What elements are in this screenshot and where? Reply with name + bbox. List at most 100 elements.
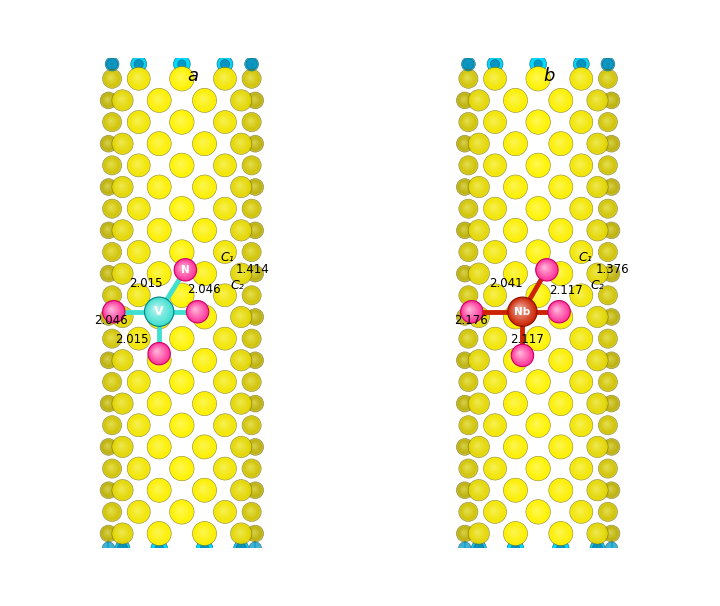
Circle shape (457, 93, 472, 107)
Circle shape (217, 288, 231, 302)
Circle shape (558, 271, 561, 273)
Circle shape (248, 291, 255, 298)
Circle shape (221, 378, 227, 384)
Circle shape (134, 204, 144, 214)
Circle shape (249, 336, 251, 339)
Circle shape (179, 205, 181, 208)
Circle shape (217, 331, 231, 345)
Circle shape (246, 463, 256, 473)
Circle shape (240, 488, 241, 490)
Circle shape (606, 485, 616, 495)
Circle shape (137, 164, 140, 166)
Circle shape (549, 392, 572, 415)
Circle shape (554, 440, 566, 452)
Circle shape (131, 461, 145, 475)
Circle shape (505, 523, 526, 544)
Circle shape (130, 373, 147, 390)
Circle shape (129, 155, 148, 175)
Circle shape (197, 352, 211, 367)
Circle shape (600, 418, 615, 432)
Circle shape (216, 70, 233, 87)
Circle shape (178, 248, 186, 256)
Circle shape (460, 182, 468, 190)
Circle shape (180, 76, 183, 80)
Circle shape (466, 293, 468, 295)
Circle shape (552, 264, 570, 282)
Circle shape (137, 207, 140, 210)
Circle shape (608, 313, 613, 319)
Circle shape (513, 270, 518, 276)
Circle shape (593, 356, 602, 365)
Circle shape (550, 307, 571, 327)
Circle shape (117, 181, 128, 193)
Circle shape (156, 98, 161, 102)
Circle shape (511, 356, 517, 362)
Circle shape (179, 422, 184, 428)
Circle shape (506, 221, 524, 239)
Circle shape (556, 356, 565, 365)
Circle shape (514, 142, 516, 144)
Circle shape (105, 288, 119, 302)
Circle shape (471, 308, 486, 324)
Circle shape (106, 159, 118, 171)
Circle shape (112, 263, 133, 284)
Circle shape (250, 398, 260, 408)
Circle shape (487, 201, 501, 215)
Circle shape (202, 315, 207, 319)
Circle shape (179, 422, 181, 425)
Circle shape (215, 112, 235, 132)
Circle shape (112, 436, 133, 458)
Circle shape (459, 267, 471, 279)
Circle shape (249, 466, 251, 468)
Circle shape (490, 117, 498, 125)
Circle shape (606, 250, 608, 252)
Circle shape (109, 422, 113, 426)
Circle shape (180, 467, 182, 469)
Circle shape (120, 358, 124, 362)
Circle shape (135, 508, 143, 516)
Circle shape (575, 419, 586, 430)
Circle shape (467, 207, 468, 208)
Circle shape (250, 441, 260, 451)
Circle shape (554, 306, 561, 313)
Circle shape (592, 398, 603, 408)
Circle shape (104, 287, 120, 304)
Circle shape (477, 315, 480, 318)
Circle shape (251, 443, 258, 449)
Circle shape (572, 70, 589, 87)
Circle shape (243, 417, 260, 433)
Circle shape (130, 200, 147, 217)
Circle shape (151, 304, 163, 315)
Circle shape (203, 359, 204, 360)
Circle shape (104, 72, 119, 85)
Circle shape (600, 114, 616, 130)
Circle shape (593, 96, 601, 104)
Circle shape (514, 359, 516, 361)
Circle shape (109, 119, 112, 122)
Circle shape (134, 378, 143, 387)
Circle shape (108, 335, 115, 342)
Circle shape (246, 73, 258, 85)
Circle shape (239, 531, 242, 534)
Text: C₁: C₁ (220, 251, 234, 264)
Circle shape (493, 510, 496, 513)
Circle shape (598, 329, 617, 348)
Text: C₁: C₁ (578, 251, 592, 264)
Circle shape (574, 158, 588, 171)
Circle shape (180, 337, 182, 339)
Circle shape (176, 73, 185, 82)
Circle shape (600, 245, 615, 259)
Circle shape (248, 422, 253, 427)
Circle shape (577, 291, 585, 300)
Circle shape (490, 73, 498, 82)
Circle shape (120, 271, 122, 273)
Circle shape (464, 464, 472, 473)
Circle shape (220, 247, 228, 255)
Circle shape (594, 140, 599, 145)
Circle shape (236, 356, 246, 365)
Circle shape (155, 226, 161, 232)
Circle shape (492, 293, 495, 295)
Circle shape (180, 380, 183, 383)
Circle shape (222, 119, 226, 124)
Circle shape (489, 419, 500, 430)
